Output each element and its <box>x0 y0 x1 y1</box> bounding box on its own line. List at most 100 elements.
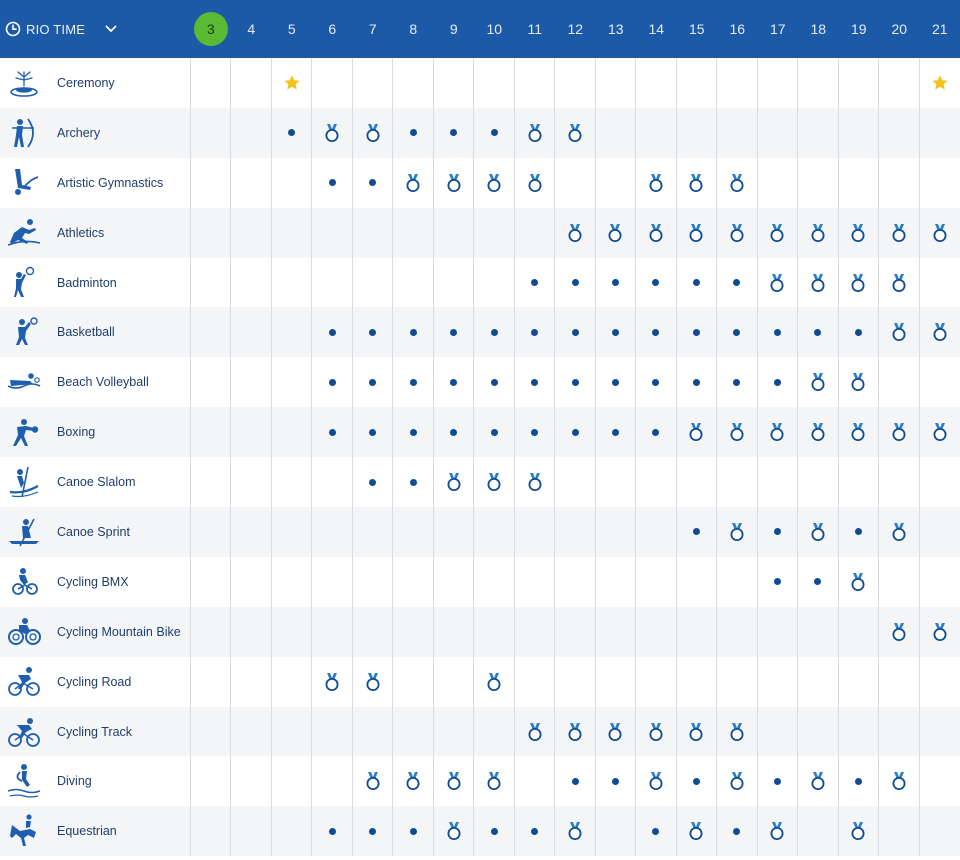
schedule-cell[interactable] <box>515 407 556 458</box>
sport-cell[interactable]: Cycling BMX <box>0 556 191 607</box>
schedule-cell[interactable] <box>474 457 515 508</box>
schedule-cell[interactable] <box>434 157 475 208</box>
schedule-cell[interactable] <box>596 756 637 807</box>
day-14[interactable]: 14 <box>636 0 677 58</box>
schedule-cell[interactable] <box>677 357 718 408</box>
schedule-cell[interactable] <box>879 606 920 657</box>
schedule-cell[interactable] <box>353 806 394 857</box>
day-3[interactable]: 3 <box>191 0 232 58</box>
schedule-cell[interactable] <box>839 407 880 458</box>
schedule-cell[interactable] <box>555 207 596 258</box>
schedule-cell[interactable] <box>920 407 960 457</box>
schedule-cell[interactable] <box>474 407 515 458</box>
sport-cell[interactable]: Cycling Road <box>0 656 191 707</box>
schedule-cell[interactable] <box>677 307 718 358</box>
schedule-cell[interactable] <box>596 257 637 308</box>
schedule-cell[interactable] <box>474 357 515 408</box>
schedule-cell[interactable] <box>312 407 353 458</box>
day-6[interactable]: 6 <box>312 0 353 58</box>
schedule-cell[interactable] <box>393 307 434 358</box>
schedule-cell[interactable] <box>636 207 677 258</box>
schedule-cell[interactable] <box>920 58 960 108</box>
schedule-cell[interactable] <box>839 806 880 857</box>
schedule-cell[interactable] <box>717 307 758 358</box>
sport-cell[interactable]: Equestrian <box>0 806 191 857</box>
schedule-cell[interactable] <box>353 656 394 707</box>
day-16[interactable]: 16 <box>717 0 758 58</box>
schedule-cell[interactable] <box>758 407 799 458</box>
schedule-cell[interactable] <box>515 806 556 857</box>
schedule-cell[interactable] <box>879 307 920 358</box>
sport-cell[interactable]: Canoe Sprint <box>0 507 191 557</box>
schedule-cell[interactable] <box>515 457 556 508</box>
schedule-cell[interactable] <box>920 208 960 258</box>
schedule-cell[interactable] <box>312 107 353 158</box>
schedule-cell[interactable] <box>353 107 394 158</box>
schedule-cell[interactable] <box>839 207 880 258</box>
schedule-cell[interactable] <box>555 307 596 358</box>
schedule-cell[interactable] <box>920 607 960 657</box>
schedule-cell[interactable] <box>879 207 920 258</box>
schedule-cell[interactable] <box>636 706 677 757</box>
schedule-cell[interactable] <box>879 756 920 807</box>
schedule-cell[interactable] <box>555 107 596 158</box>
schedule-cell[interactable] <box>474 656 515 707</box>
schedule-cell[interactable] <box>353 357 394 408</box>
sport-cell[interactable]: Boxing <box>0 407 191 458</box>
schedule-cell[interactable] <box>555 756 596 807</box>
schedule-cell[interactable] <box>798 307 839 358</box>
schedule-cell[interactable] <box>677 257 718 308</box>
schedule-cell[interactable] <box>393 806 434 857</box>
day-4[interactable]: 4 <box>231 0 272 58</box>
schedule-cell[interactable] <box>677 756 718 807</box>
schedule-cell[interactable] <box>474 307 515 358</box>
schedule-cell[interactable] <box>636 157 677 208</box>
schedule-cell[interactable] <box>596 307 637 358</box>
schedule-cell[interactable] <box>515 107 556 158</box>
schedule-cell[interactable] <box>758 207 799 258</box>
schedule-cell[interactable] <box>636 257 677 308</box>
schedule-cell[interactable] <box>515 157 556 208</box>
schedule-cell[interactable] <box>474 157 515 208</box>
sport-cell[interactable]: Canoe Slalom <box>0 457 191 508</box>
schedule-cell[interactable] <box>717 507 758 557</box>
schedule-cell[interactable] <box>879 257 920 308</box>
schedule-cell[interactable] <box>434 107 475 158</box>
sport-cell[interactable]: Diving <box>0 756 191 807</box>
schedule-cell[interactable] <box>677 806 718 857</box>
schedule-cell[interactable] <box>839 756 880 807</box>
schedule-cell[interactable] <box>353 407 394 458</box>
schedule-cell[interactable] <box>839 507 880 557</box>
schedule-cell[interactable] <box>798 257 839 308</box>
schedule-cell[interactable] <box>717 257 758 308</box>
schedule-cell[interactable] <box>839 357 880 408</box>
schedule-cell[interactable] <box>636 407 677 458</box>
schedule-cell[interactable] <box>312 656 353 707</box>
schedule-cell[interactable] <box>677 407 718 458</box>
day-17[interactable]: 17 <box>758 0 799 58</box>
schedule-cell[interactable] <box>717 207 758 258</box>
schedule-cell[interactable] <box>636 357 677 408</box>
schedule-cell[interactable] <box>636 806 677 857</box>
schedule-cell[interactable] <box>717 756 758 807</box>
schedule-cell[interactable] <box>312 307 353 358</box>
day-5[interactable]: 5 <box>272 0 313 58</box>
schedule-cell[interactable] <box>758 556 799 607</box>
schedule-cell[interactable] <box>879 407 920 458</box>
timezone-selector[interactable]: RIO TIME <box>0 0 130 58</box>
schedule-cell[interactable] <box>393 357 434 408</box>
schedule-cell[interactable] <box>798 507 839 557</box>
day-11[interactable]: 11 <box>515 0 556 58</box>
schedule-cell[interactable] <box>798 556 839 607</box>
schedule-cell[interactable] <box>677 207 718 258</box>
schedule-cell[interactable] <box>636 307 677 358</box>
schedule-cell[interactable] <box>434 457 475 508</box>
schedule-cell[interactable] <box>798 407 839 458</box>
schedule-cell[interactable] <box>758 257 799 308</box>
schedule-cell[interactable] <box>677 507 718 557</box>
schedule-cell[interactable] <box>474 756 515 807</box>
day-21[interactable]: 21 <box>920 0 960 58</box>
schedule-cell[interactable] <box>798 756 839 807</box>
schedule-cell[interactable] <box>596 407 637 458</box>
sport-cell[interactable]: Cycling Track <box>0 706 191 757</box>
